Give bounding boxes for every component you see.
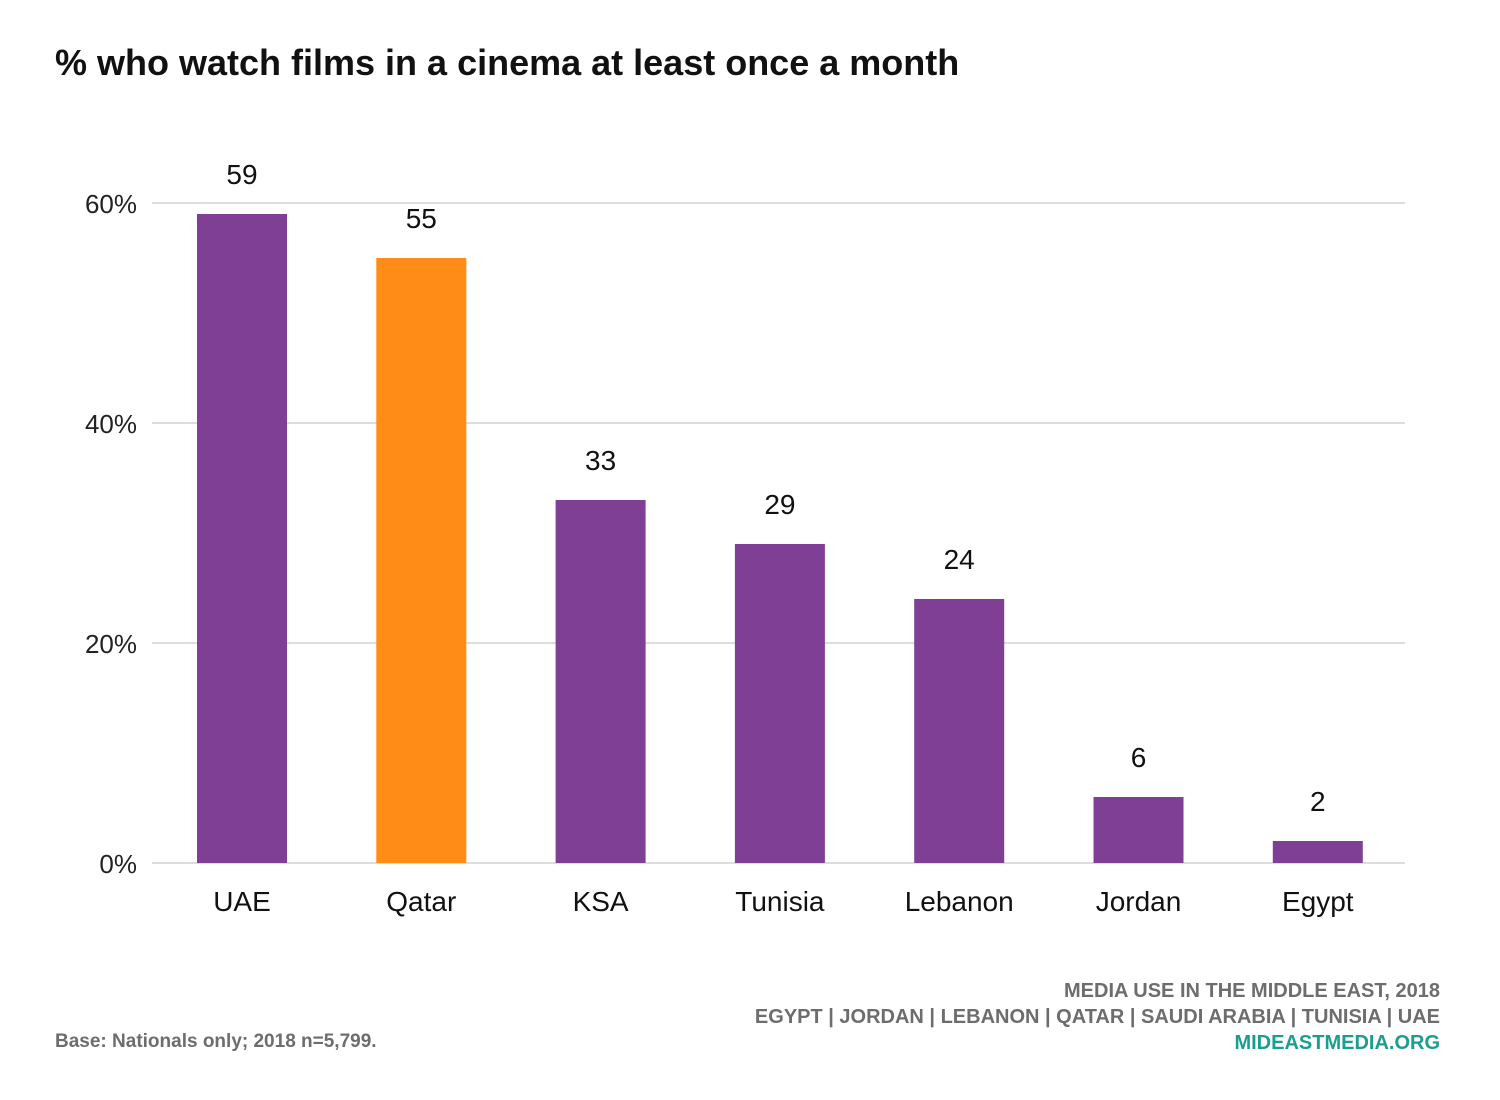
bar-lebanon	[914, 599, 1005, 863]
value-label: 6	[1131, 742, 1147, 773]
footer-study-title: MEDIA USE IN THE MIDDLE EAST, 2018	[1064, 980, 1440, 1002]
bar-uae	[197, 214, 287, 863]
x-tick-label: KSA	[573, 886, 629, 917]
bar-chart: 0% 20% 40% 60% 59 55 33 29 24 6 2 UAE Qatar KSA Tuni…	[85, 159, 1405, 917]
value-label: 55	[406, 203, 437, 234]
value-label: 24	[944, 544, 975, 575]
value-label: 2	[1310, 786, 1326, 817]
bar-ksa	[555, 500, 646, 863]
value-labels: 59 55 33 29 24 6 2	[226, 159, 1325, 817]
base-note: Base: Nationals only; 2018 n=5,799.	[55, 1031, 377, 1052]
x-tick-label: Jordan	[1096, 886, 1182, 917]
y-tick-label: 20%	[85, 629, 137, 659]
chart-title: % who watch films in a cinema at least o…	[55, 42, 960, 83]
x-tick-label: Egypt	[1282, 886, 1354, 917]
bar-tunisia	[734, 544, 825, 863]
y-tick-label: 0%	[99, 849, 137, 879]
y-axis-ticks: 0% 20% 40% 60%	[85, 189, 137, 879]
bar-jordan	[1093, 797, 1184, 863]
value-label: 59	[226, 159, 257, 190]
footer-countries: EGYPT | JORDAN | LEBANON | QATAR | SAUDI…	[754, 1006, 1440, 1028]
x-axis-ticks: UAE Qatar KSA Tunisia Lebanon Jordan Egypt	[213, 886, 1354, 917]
y-tick-label: 40%	[85, 409, 137, 439]
x-tick-label: UAE	[213, 886, 271, 917]
value-label: 29	[764, 489, 795, 520]
bar-egypt	[1272, 841, 1363, 863]
y-tick-label: 60%	[85, 189, 137, 219]
bars	[197, 214, 1363, 863]
footer-website-link[interactable]: MIDEASTMEDIA.ORG	[1234, 1032, 1440, 1054]
source-footer: MEDIA USE IN THE MIDDLE EAST, 2018 EGYPT…	[755, 978, 1440, 1056]
x-tick-label: Tunisia	[735, 886, 825, 917]
x-tick-label: Lebanon	[905, 886, 1014, 917]
bar-qatar	[376, 258, 467, 863]
x-tick-label: Qatar	[386, 886, 456, 917]
value-label: 33	[585, 445, 616, 476]
